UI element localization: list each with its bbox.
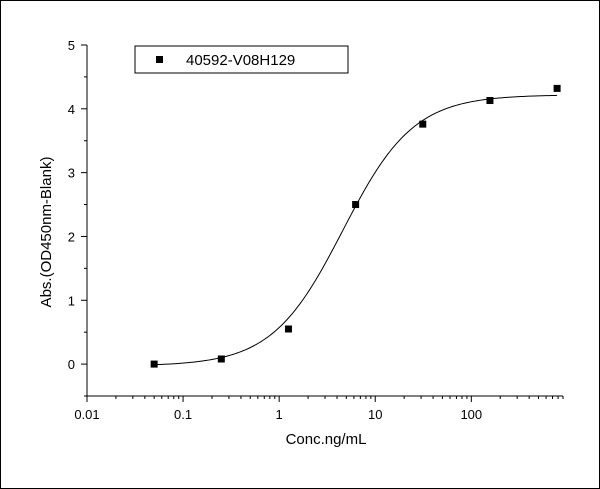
x-tick-label-3: 10 — [368, 407, 382, 422]
x-axis-label: Conc.ng/mL — [286, 431, 367, 448]
tick-layer: 0.01 0.1 1 10 100 0 1 2 3 4 5 — [68, 38, 564, 422]
data-points-layer — [150, 84, 561, 368]
y-tick-label-0: 0 — [68, 357, 75, 372]
x-tick-label-4: 100 — [460, 407, 482, 422]
data-point-0 — [150, 360, 158, 368]
legend-marker — [156, 56, 163, 63]
y-axis-label: Abs.(OD450nm-Blank) — [38, 157, 55, 308]
data-point-3 — [352, 201, 360, 209]
y-tick-label-4: 4 — [68, 102, 75, 117]
legend-entry-label: 40592-V08H129 — [186, 52, 295, 69]
fit-curve — [154, 94, 558, 366]
data-point-4 — [419, 120, 427, 128]
data-point-5 — [486, 97, 494, 105]
data-point-6 — [553, 84, 561, 92]
legend-box — [134, 45, 349, 74]
y-tick-label-1: 1 — [68, 293, 75, 308]
x-tick-label-0: 0.01 — [74, 407, 99, 422]
data-point-2 — [284, 325, 292, 333]
x-tick-label-1: 0.1 — [174, 407, 192, 422]
legend: 40592-V08H129 — [134, 45, 349, 74]
y-tick-label-3: 3 — [68, 166, 75, 181]
data-point-1 — [217, 355, 225, 363]
y-tick-label-5: 5 — [68, 38, 75, 53]
fit-curve-layer — [154, 94, 558, 366]
x-tick-label-2: 1 — [276, 407, 283, 422]
y-tick-label-2: 2 — [68, 229, 75, 244]
